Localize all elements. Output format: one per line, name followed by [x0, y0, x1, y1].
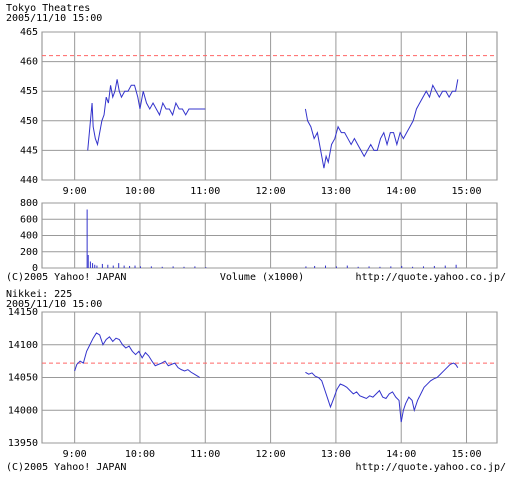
y-tick-label: 13950	[8, 438, 38, 449]
chart-title: Tokyo Theatres	[6, 3, 90, 14]
x-axis-label: Volume (x1000)	[220, 272, 304, 283]
volume-bar	[172, 266, 174, 268]
price-line	[74, 332, 459, 423]
copyright: (C)2005 Yahoo! JAPAN	[6, 272, 126, 283]
chart-title: Nikkei: 225	[6, 289, 72, 300]
volume-bar	[139, 266, 141, 268]
plot-area	[41, 31, 498, 181]
chart-subtitle: 2005/11/10 15:00	[6, 299, 102, 310]
volume-bar	[129, 265, 131, 268]
y-tick-label: 455	[20, 86, 38, 97]
y-tick-label: 440	[20, 175, 38, 186]
volume-bar	[379, 266, 381, 268]
volume-bar	[94, 264, 96, 268]
source-url: http://quote.yahoo.co.jp/	[355, 462, 506, 473]
y-tick-label: 800	[20, 198, 38, 209]
y-tick-label: 200	[20, 247, 38, 258]
x-tick-label: 14:00	[386, 186, 416, 197]
volume-bar	[455, 264, 457, 268]
volume-bar	[92, 263, 94, 268]
volume-bar	[161, 266, 163, 268]
volume-bar	[433, 265, 435, 268]
volume-bar	[390, 266, 392, 268]
volume-bar	[112, 265, 114, 268]
volume-bar	[357, 266, 359, 268]
volume-bar	[101, 263, 103, 268]
volume-bar	[335, 266, 337, 268]
volume-bar	[118, 263, 120, 268]
volume-bar	[346, 265, 348, 268]
x-tick-label: 15:00	[451, 186, 481, 197]
y-tick-label: 14100	[8, 340, 38, 351]
volume-bar	[368, 266, 370, 268]
chart-subtitle: 2005/11/10 15:00	[6, 13, 102, 24]
volume-bar	[86, 209, 88, 268]
y-tick-label: 14000	[8, 405, 38, 416]
y-tick-label: 400	[20, 231, 38, 242]
volume-bar	[89, 261, 91, 268]
volume-bar	[305, 266, 307, 268]
copyright: (C)2005 Yahoo! JAPAN	[6, 462, 126, 473]
x-tick-label: 15:00	[451, 449, 481, 460]
volume-bar	[107, 264, 109, 268]
y-tick-label: 14050	[8, 373, 38, 384]
volume-bar	[150, 266, 152, 268]
price-line	[87, 79, 459, 169]
volume-bar	[194, 266, 196, 268]
y-tick-label: 445	[20, 145, 38, 156]
volume-bar	[134, 265, 136, 268]
x-tick-label: 14:00	[386, 449, 416, 460]
x-tick-label: 9:00	[63, 186, 87, 197]
y-tick-label: 465	[20, 27, 38, 38]
volume-bar	[412, 266, 414, 268]
volume-bar	[205, 267, 207, 268]
y-tick-label: 0	[32, 263, 38, 274]
volume-bar	[325, 265, 327, 268]
y-tick-label: 460	[20, 57, 38, 68]
volume-bar	[183, 266, 185, 268]
volume-bar	[96, 265, 98, 268]
x-tick-label: 13:00	[321, 449, 351, 460]
x-tick-label: 12:00	[256, 449, 286, 460]
volume-bar	[123, 265, 125, 268]
y-tick-label: 450	[20, 116, 38, 127]
volume-bar	[444, 265, 446, 268]
volume-bar	[314, 265, 316, 268]
x-tick-label: 12:00	[256, 186, 286, 197]
volume-bar	[401, 265, 403, 268]
volume-bar	[87, 255, 89, 268]
x-tick-label: 11:00	[190, 186, 220, 197]
x-tick-label: 11:00	[190, 449, 220, 460]
x-tick-label: 9:00	[63, 449, 87, 460]
x-tick-label: 10:00	[125, 449, 155, 460]
volume-bar	[422, 266, 424, 268]
x-tick-label: 10:00	[125, 186, 155, 197]
y-tick-label: 600	[20, 214, 38, 225]
y-tick-label: 14150	[8, 307, 38, 318]
source-url: http://quote.yahoo.co.jp/	[355, 272, 506, 283]
x-tick-label: 13:00	[321, 186, 351, 197]
